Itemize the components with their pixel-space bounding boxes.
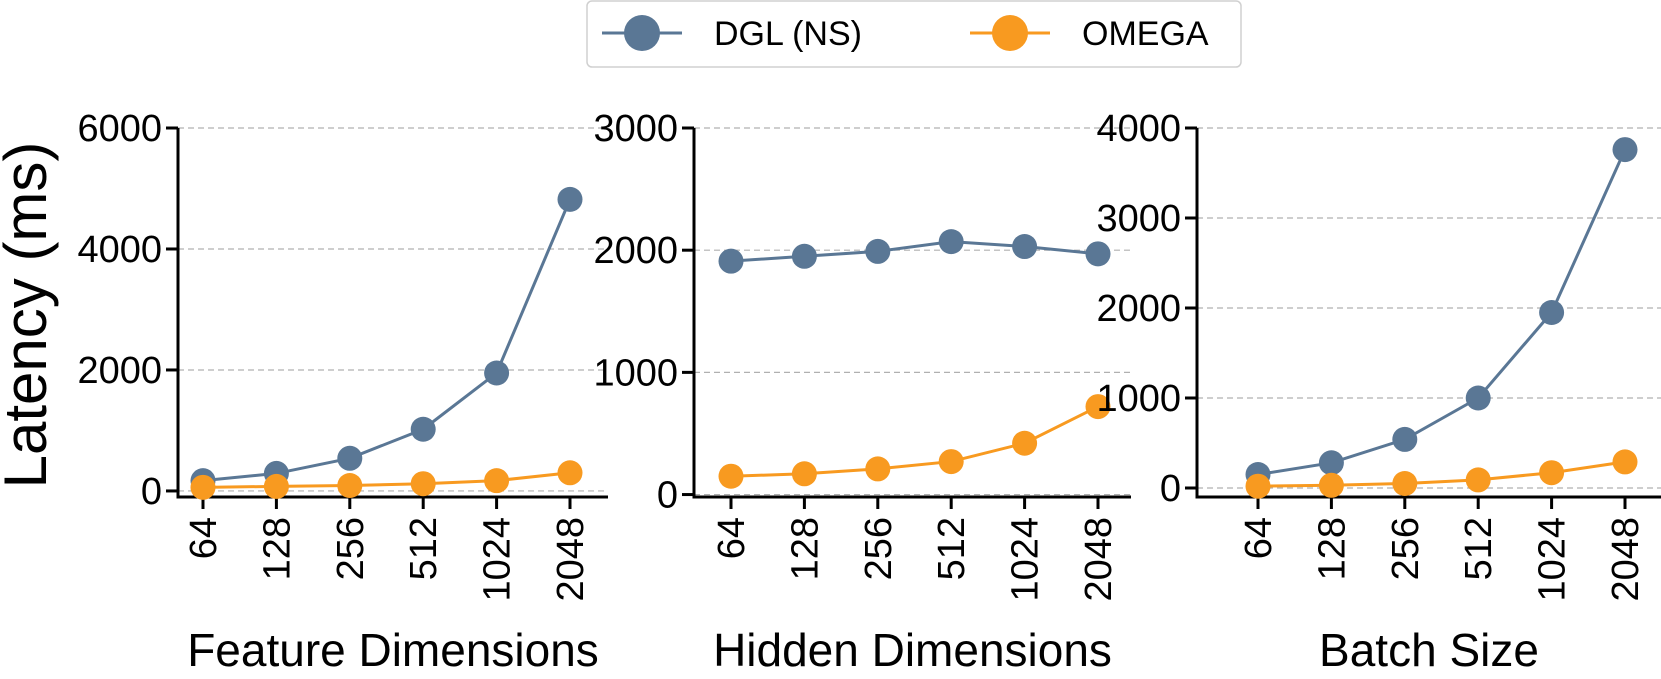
x-axis-title: Hidden Dimensions xyxy=(713,624,1112,676)
x-tick-label: 2048 xyxy=(1078,517,1120,602)
series-line-dgl xyxy=(202,198,572,483)
point-omega xyxy=(1245,473,1271,499)
y-tick-label: 0 xyxy=(141,471,162,513)
y-tick-label: 2000 xyxy=(77,350,162,392)
x-tick-label: 64 xyxy=(183,517,225,559)
point-omega xyxy=(865,456,891,482)
point-dgl xyxy=(410,416,436,442)
y-tick-label: 3000 xyxy=(593,108,678,150)
panel-feature-dimensions: 0 2000 4000 6000 64 128 256 512 1024 2048 Feature … xyxy=(77,108,608,676)
point-omega xyxy=(263,473,289,499)
point-omega xyxy=(1085,394,1111,420)
point-dgl xyxy=(1465,385,1491,411)
y-tick-label: 0 xyxy=(657,475,678,517)
point-omega xyxy=(791,461,817,487)
point-dgl xyxy=(791,243,817,269)
x-axis-title: Batch Size xyxy=(1319,624,1539,676)
legend-omega-label: OMEGA xyxy=(1082,15,1209,53)
point-dgl xyxy=(718,248,744,274)
point-dgl xyxy=(1392,426,1418,452)
y-tick-label: 6000 xyxy=(77,108,162,150)
point-omega xyxy=(337,473,363,499)
y-tick-label: 2000 xyxy=(1096,288,1181,330)
point-omega xyxy=(484,468,510,494)
point-dgl xyxy=(1012,234,1038,260)
point-dgl xyxy=(1085,241,1111,267)
y-tick-label: 2000 xyxy=(593,230,678,272)
y-axis-title: Latency (ms) xyxy=(0,142,59,489)
y-tick-label: 4000 xyxy=(77,229,162,271)
panel-batch-size: 0 1000 2000 3000 4000 64 128 256 512 1024 2048 Batc… xyxy=(1096,108,1661,676)
y-tick-label: 4000 xyxy=(1096,108,1181,150)
x-tick-label: 64 xyxy=(1238,517,1280,559)
x-axis-title: Feature Dimensions xyxy=(187,624,599,676)
point-dgl xyxy=(557,186,583,212)
x-tick-label: 512 xyxy=(931,517,973,580)
x-tick-label: 256 xyxy=(1385,517,1427,580)
panel-hidden-dimensions: 0 1000 2000 3000 64 128 256 512 1024 2048 Hidden D… xyxy=(593,108,1131,676)
x-tick-label: 512 xyxy=(403,517,445,580)
legend-frame xyxy=(586,0,1242,68)
point-omega xyxy=(1539,460,1565,486)
x-tick-label: 512 xyxy=(1458,517,1500,580)
x-tick-label: 128 xyxy=(256,517,298,580)
point-omega xyxy=(1465,467,1491,493)
x-tick-label: 1024 xyxy=(1005,517,1047,602)
series-line-dgl xyxy=(730,240,1099,263)
legend: DGL (NS) OMEGA xyxy=(586,0,1242,68)
x-tick-label: 128 xyxy=(1311,517,1353,580)
point-dgl xyxy=(865,238,891,264)
point-omega xyxy=(557,460,583,486)
x-tick-label: 256 xyxy=(858,517,900,580)
y-tick-label: 0 xyxy=(1160,468,1181,510)
x-tick-label: 2048 xyxy=(1605,517,1647,602)
y-tick-label: 1000 xyxy=(593,352,678,394)
x-tick-label: 1024 xyxy=(1532,517,1574,602)
series-line-omega xyxy=(730,405,1099,478)
point-dgl xyxy=(1318,450,1344,476)
point-omega xyxy=(718,463,744,489)
point-dgl xyxy=(484,360,510,386)
point-omega xyxy=(1392,471,1418,496)
series-line-dgl xyxy=(1257,148,1627,476)
legend-dgl-label: DGL (NS) xyxy=(714,15,862,53)
x-tick-label: 64 xyxy=(711,517,753,559)
point-dgl xyxy=(938,229,964,255)
point-omega xyxy=(1612,449,1638,475)
x-tick-label: 256 xyxy=(330,517,372,580)
legend-omega-marker xyxy=(992,15,1028,51)
legend-dgl-marker xyxy=(624,15,660,51)
y-tick-label: 3000 xyxy=(1096,198,1181,240)
point-omega xyxy=(938,449,964,475)
point-omega xyxy=(190,474,216,500)
point-omega xyxy=(1012,430,1038,456)
x-tick-label: 1024 xyxy=(477,517,519,602)
point-omega xyxy=(1318,472,1344,498)
y-tick-label: 1000 xyxy=(1096,378,1181,420)
point-dgl xyxy=(337,445,363,471)
x-tick-label: 2048 xyxy=(550,517,592,602)
point-dgl xyxy=(1612,137,1638,163)
point-omega xyxy=(410,471,436,497)
x-tick-label: 128 xyxy=(784,517,826,580)
point-dgl xyxy=(1539,300,1565,325)
